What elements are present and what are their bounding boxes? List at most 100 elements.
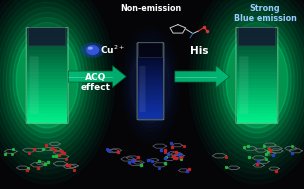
Bar xyxy=(138,49,163,51)
Bar xyxy=(237,41,277,44)
FancyBboxPatch shape xyxy=(140,66,146,112)
Bar xyxy=(138,91,163,94)
Bar xyxy=(237,66,277,69)
Bar xyxy=(237,44,277,47)
Bar xyxy=(27,113,67,117)
Bar xyxy=(27,98,67,101)
Ellipse shape xyxy=(212,12,301,148)
Bar xyxy=(27,72,67,76)
FancyBboxPatch shape xyxy=(239,56,248,114)
Text: Non-emission: Non-emission xyxy=(120,4,181,13)
Bar xyxy=(27,94,67,98)
Bar xyxy=(138,66,163,69)
Polygon shape xyxy=(68,66,126,88)
Bar xyxy=(27,76,67,79)
Bar xyxy=(138,117,163,119)
Bar xyxy=(27,104,67,107)
Ellipse shape xyxy=(84,45,101,55)
Bar xyxy=(138,112,163,114)
Bar xyxy=(138,109,163,112)
Bar xyxy=(237,117,277,120)
Ellipse shape xyxy=(6,17,88,143)
Bar xyxy=(138,56,163,59)
Ellipse shape xyxy=(216,17,298,143)
Bar xyxy=(237,113,277,117)
Bar xyxy=(237,38,277,41)
Bar xyxy=(138,76,163,79)
Text: Cu$^{2+}$: Cu$^{2+}$ xyxy=(100,44,125,56)
Bar xyxy=(237,98,277,101)
Ellipse shape xyxy=(0,7,95,153)
Bar xyxy=(138,94,163,96)
Bar xyxy=(237,79,277,82)
Bar xyxy=(27,85,67,88)
Bar xyxy=(237,91,277,94)
Bar xyxy=(237,88,277,91)
Bar xyxy=(138,114,163,117)
Ellipse shape xyxy=(87,46,99,54)
Bar xyxy=(27,32,67,35)
Ellipse shape xyxy=(13,28,81,133)
Bar xyxy=(237,110,277,113)
Bar xyxy=(27,44,67,47)
Bar xyxy=(138,46,163,49)
Bar xyxy=(27,57,67,60)
Bar xyxy=(27,110,67,113)
Bar xyxy=(237,94,277,98)
Bar xyxy=(27,91,67,94)
Bar xyxy=(138,101,163,104)
Bar xyxy=(237,35,277,38)
Bar xyxy=(138,69,163,71)
Bar xyxy=(237,57,277,60)
Ellipse shape xyxy=(209,7,304,153)
Ellipse shape xyxy=(3,12,92,148)
Bar xyxy=(27,50,67,53)
Bar xyxy=(138,81,163,84)
Ellipse shape xyxy=(219,22,295,138)
Bar xyxy=(27,28,67,32)
FancyBboxPatch shape xyxy=(238,28,275,46)
Bar xyxy=(237,28,277,32)
Bar xyxy=(138,61,163,64)
FancyBboxPatch shape xyxy=(29,28,66,46)
Bar xyxy=(237,69,277,72)
Bar xyxy=(237,60,277,63)
Bar xyxy=(237,101,277,104)
Ellipse shape xyxy=(88,47,92,49)
Ellipse shape xyxy=(16,33,78,128)
Bar xyxy=(27,101,67,104)
Bar xyxy=(27,63,67,66)
Bar xyxy=(27,53,67,57)
Bar xyxy=(138,43,163,46)
Ellipse shape xyxy=(226,33,288,128)
FancyBboxPatch shape xyxy=(29,56,39,114)
Bar xyxy=(27,88,67,91)
Ellipse shape xyxy=(131,47,170,123)
Bar xyxy=(237,120,277,123)
Bar xyxy=(138,74,163,76)
Bar xyxy=(237,76,277,79)
Text: Strong
Blue emission: Strong Blue emission xyxy=(234,4,296,23)
Bar xyxy=(237,63,277,66)
Bar xyxy=(138,99,163,101)
Ellipse shape xyxy=(87,46,98,54)
Text: His: His xyxy=(190,46,208,56)
Bar xyxy=(138,106,163,109)
Bar xyxy=(138,51,163,53)
Ellipse shape xyxy=(9,22,85,138)
Bar xyxy=(237,53,277,57)
Bar xyxy=(237,32,277,35)
Bar xyxy=(138,64,163,66)
Bar xyxy=(138,104,163,106)
Bar xyxy=(138,84,163,86)
Bar xyxy=(27,66,67,69)
Text: ACQ
effect: ACQ effect xyxy=(81,73,111,92)
Bar xyxy=(27,38,67,41)
Bar xyxy=(27,82,67,85)
Bar xyxy=(27,60,67,63)
Bar xyxy=(138,53,163,56)
Bar xyxy=(237,82,277,85)
Bar xyxy=(237,50,277,53)
Polygon shape xyxy=(175,66,230,88)
Ellipse shape xyxy=(223,28,291,133)
